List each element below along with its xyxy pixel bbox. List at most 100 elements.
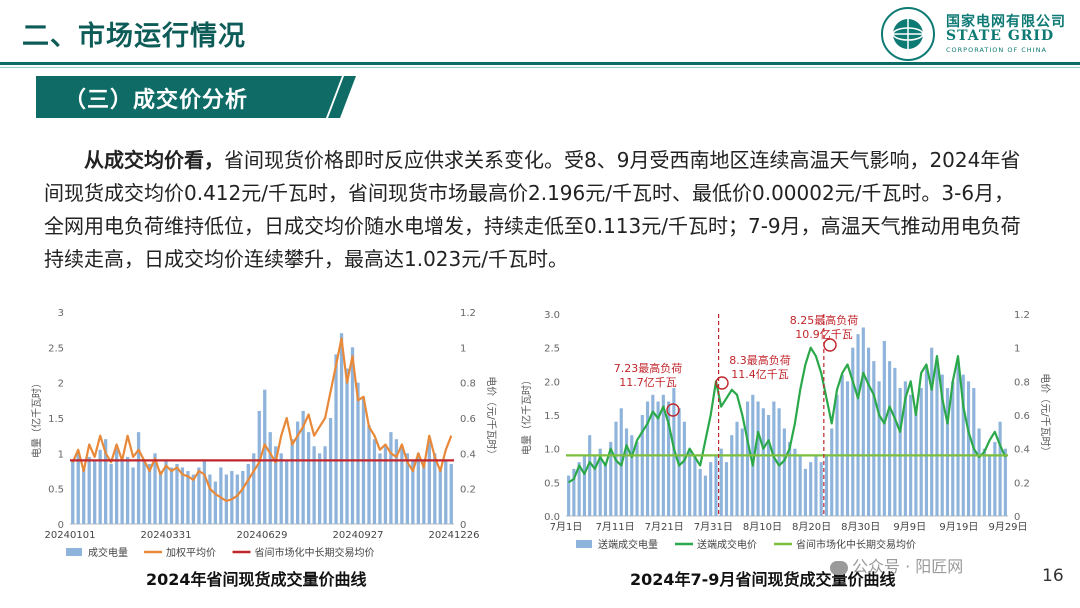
right-bar [856, 334, 860, 516]
right-bar [761, 408, 765, 516]
right-bar [919, 388, 923, 516]
left-bar [306, 432, 311, 524]
right-bar [924, 367, 929, 516]
right-ytick-label: 0.5 [544, 478, 560, 489]
left-bar [169, 467, 174, 524]
left-xtick-label: 20241226 [429, 530, 480, 541]
right-bar [951, 381, 955, 516]
left-bar [263, 389, 267, 524]
right-annotation-label: 7.23最高负荷 [614, 361, 683, 375]
right-bar [582, 455, 586, 516]
left-bar [186, 471, 190, 524]
left-bar [301, 410, 305, 524]
right-xtick-label: 9月9日 [893, 521, 926, 533]
left-ytick-label: 2.5 [48, 343, 64, 354]
right-bar [735, 421, 739, 516]
left-xtick-label: 20240927 [333, 530, 384, 541]
left-ytick-label: 3 [58, 308, 64, 319]
left-bar [350, 347, 355, 524]
watermark-text: 公众号 · 阳匠网 [852, 557, 964, 576]
right-bar [593, 455, 597, 516]
right-y2tick-label: 0.6 [1014, 411, 1030, 422]
right-ytick-label: 2.0 [544, 377, 560, 388]
left-bar [252, 453, 256, 524]
right-bar [1003, 448, 1007, 516]
left-bar [372, 439, 377, 524]
right-xtick-label: 8月30日 [841, 521, 880, 533]
left-y2tick-label: 0.4 [460, 449, 476, 460]
right-bar [930, 347, 934, 516]
left-y2tick-label: 1 [460, 343, 466, 354]
left-y2tick-label: 0.6 [460, 414, 476, 425]
right-bar [767, 415, 771, 516]
right-bar [667, 401, 671, 516]
right-bar [830, 428, 834, 516]
right-bar [819, 462, 823, 516]
left-y2label: 电价（元/千瓦时） [485, 376, 498, 459]
right-bar [777, 408, 781, 516]
left-bar [411, 460, 415, 524]
left-bar [290, 439, 294, 524]
right-annotation-label: 11.4亿千瓦 [731, 368, 789, 381]
left-bar [268, 432, 272, 524]
right-bar [935, 361, 939, 516]
right-y2tick-label: 1 [1014, 344, 1020, 355]
left-bar [378, 453, 382, 524]
right-bar [693, 455, 697, 516]
right-bar [588, 435, 592, 516]
right-bar [809, 462, 813, 516]
right-bar [635, 441, 639, 516]
logo-en: STATE GRID [946, 28, 1055, 44]
left-xtick-label: 20240629 [237, 530, 288, 541]
left-bar [246, 463, 250, 524]
right-bar [788, 441, 792, 516]
left-bar [422, 460, 426, 524]
right-bar [972, 388, 976, 516]
right-ytick-label: 0.0 [544, 512, 560, 523]
right-annotation-label: 8.3最高负荷 [729, 353, 791, 367]
right-annotation-marker [666, 403, 680, 417]
caption-right: 2024年7-9月省间现货成交量价曲线 [630, 570, 896, 589]
right-xtick-label: 7月31日 [694, 521, 733, 533]
right-bar [698, 468, 702, 516]
left-bar [191, 474, 196, 524]
left-bar [208, 474, 212, 524]
right-bar [903, 381, 907, 516]
left-bar [317, 453, 322, 524]
paragraph-lead: 从成交均价看， [84, 148, 224, 172]
right-bar [730, 435, 734, 516]
left-bar [98, 449, 102, 524]
right-bar [961, 374, 965, 516]
left-bar [383, 446, 388, 524]
right-annotation-label: 8.25最高负荷 [790, 313, 859, 327]
left-bar [296, 421, 300, 524]
left-bar [328, 418, 333, 524]
right-bar [572, 468, 576, 516]
left-bar [197, 467, 201, 524]
left-bar [416, 453, 420, 524]
right-annotation-marker [715, 376, 729, 390]
right-legend-label: 省间市场化中长期交易均价 [796, 538, 916, 551]
left-bar [219, 467, 223, 524]
right-bar [877, 381, 881, 516]
left-bar [257, 410, 261, 524]
right-bar [993, 441, 997, 516]
left-bar [87, 456, 91, 524]
right-xtick-label: 8月10日 [743, 521, 782, 533]
header-rule [0, 62, 1080, 65]
right-bar [782, 428, 786, 516]
left-bar [235, 474, 239, 524]
right-bar [803, 468, 807, 516]
left-bar [405, 453, 410, 524]
right-legend-swatch [576, 540, 592, 548]
right-bar [824, 455, 829, 516]
right-annotation-marker [823, 338, 837, 352]
right-bar [740, 428, 744, 516]
left-bar [279, 453, 283, 524]
right-xtick-label: 7月11日 [596, 521, 635, 533]
left-ylabel: 电量（亿千瓦时） [30, 378, 43, 458]
left-bar [323, 446, 327, 524]
left-bar [175, 463, 179, 524]
left-bar [334, 354, 338, 524]
right-bar [977, 428, 981, 516]
